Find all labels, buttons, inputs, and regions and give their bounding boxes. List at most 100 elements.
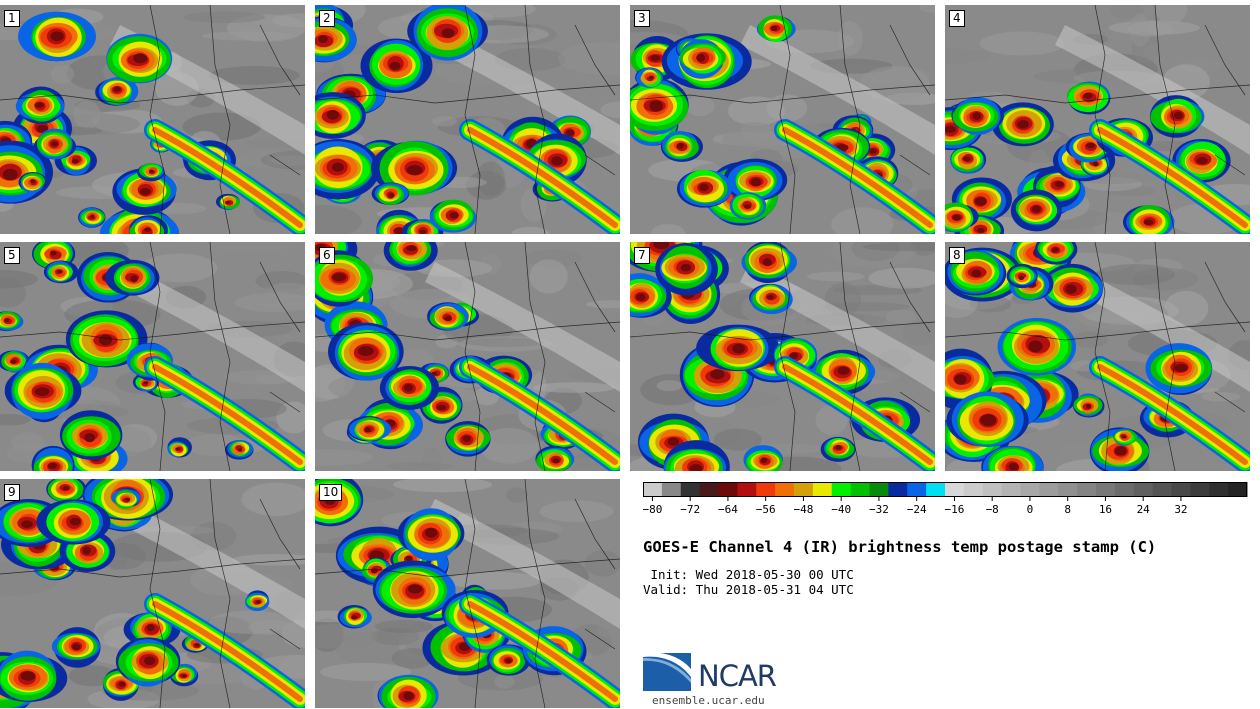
colorbar-tick-label: −40 xyxy=(831,503,851,516)
convective-cell xyxy=(34,102,44,108)
convective-cell xyxy=(462,435,471,443)
panel-label: 1 xyxy=(4,10,20,27)
convective-cell xyxy=(406,245,417,252)
convective-cell xyxy=(1121,435,1127,439)
temperature-colorbar: −80 −72 −64 −56 −48 −40 −32 −24 −16 −8 0 8 16 24 32 xyxy=(643,482,1248,516)
cloud-texture xyxy=(234,292,305,313)
cloud-texture xyxy=(584,550,620,577)
convective-cell xyxy=(1086,403,1092,409)
convective-cell xyxy=(1114,446,1127,456)
border-line xyxy=(945,321,1250,341)
border-line xyxy=(0,321,305,341)
cloud-texture xyxy=(315,623,378,649)
border-line xyxy=(574,498,616,650)
convective-cell xyxy=(1054,181,1064,188)
border-line xyxy=(209,242,231,471)
convective-cell xyxy=(954,374,967,385)
border-line xyxy=(149,242,166,471)
cloud-texture xyxy=(558,41,620,76)
convective-cell xyxy=(1031,205,1041,213)
cloud-texture xyxy=(209,65,300,85)
convective-cell xyxy=(770,25,778,32)
ir-map xyxy=(0,242,305,471)
cloud-texture xyxy=(1071,331,1108,348)
border-line xyxy=(315,84,620,104)
cloud-texture xyxy=(73,100,101,129)
colorbar-tick-label: −64 xyxy=(718,503,738,516)
convective-cell xyxy=(869,148,877,154)
convective-cell xyxy=(133,53,148,64)
colorbar-swatch xyxy=(1152,482,1172,497)
convective-cell xyxy=(952,214,961,221)
cloud-texture xyxy=(885,309,916,325)
convective-cell xyxy=(1196,157,1208,165)
colorbar-swatch xyxy=(945,482,965,497)
convective-cell xyxy=(84,433,96,443)
border-line xyxy=(574,261,616,413)
cloud-texture xyxy=(919,5,935,13)
stamp-panel-7: 7 xyxy=(630,242,935,471)
colorbar-tick-label: −8 xyxy=(986,503,999,516)
colorbar-swatch xyxy=(794,482,814,497)
colorbar-swatch xyxy=(1096,482,1116,497)
ir-map xyxy=(630,242,935,471)
convective-cell xyxy=(837,366,850,375)
frontal-cloud-band xyxy=(1097,364,1248,465)
ir-map xyxy=(630,5,935,234)
colorbar-swatch xyxy=(1114,482,1135,497)
cloud-texture xyxy=(685,96,715,116)
convective-cell xyxy=(441,28,455,39)
convective-cell xyxy=(1086,142,1095,149)
colorbar-swatch xyxy=(756,482,776,497)
cloud-texture xyxy=(529,259,568,294)
moisture-band xyxy=(740,25,935,155)
cloud-texture xyxy=(844,227,872,234)
convective-cell xyxy=(835,445,842,450)
convective-cell xyxy=(175,447,180,451)
convective-cell xyxy=(653,242,670,250)
panel-label: 6 xyxy=(319,247,335,264)
cloud-texture xyxy=(494,47,566,71)
cloud-texture xyxy=(431,116,458,127)
moisture-band xyxy=(425,499,620,629)
convective-cell xyxy=(760,457,768,463)
cloud-texture xyxy=(506,487,528,503)
convective-cell xyxy=(732,343,746,354)
colorbar-swatch xyxy=(982,482,1003,497)
colorbar-swatch xyxy=(831,482,852,497)
frontal-cloud-band xyxy=(467,601,618,702)
cloud-texture xyxy=(533,382,616,393)
convective-cell xyxy=(69,517,81,526)
frontal-cloud-band xyxy=(467,127,618,228)
panel-label: 10 xyxy=(319,484,343,501)
cloud-texture xyxy=(315,448,373,466)
convective-cell xyxy=(405,555,413,562)
convective-cell xyxy=(30,179,36,184)
cloud-texture xyxy=(260,150,305,170)
stamp-panel-8: 8 xyxy=(945,242,1250,471)
convective-cell xyxy=(419,229,427,234)
cloud-texture xyxy=(868,267,935,289)
cloud-texture xyxy=(476,161,505,196)
cloud-texture xyxy=(1127,21,1173,37)
convective-cell xyxy=(34,387,50,396)
convective-cell xyxy=(144,656,156,666)
cloud-texture xyxy=(600,101,620,118)
border-line xyxy=(149,5,166,234)
stamp-panel-10: 10 xyxy=(315,479,620,708)
colorbar-swatch xyxy=(643,482,663,497)
convective-cell xyxy=(762,258,772,267)
colorbar-tick-label: 32 xyxy=(1174,503,1187,516)
colorbar-swatch xyxy=(680,482,701,497)
cloud-texture xyxy=(806,271,865,282)
border-line xyxy=(315,321,620,341)
border-line xyxy=(1204,24,1246,176)
figure-title: GOES-E Channel 4 (IR) brightness temp po… xyxy=(643,538,1157,556)
convective-cell xyxy=(650,54,661,62)
border-line xyxy=(1204,261,1246,413)
stamp-panel-2: 2 xyxy=(315,5,620,234)
convective-cell xyxy=(238,448,243,452)
colorbar-swatch xyxy=(850,482,870,497)
convective-cell xyxy=(130,275,138,283)
border-line xyxy=(1094,242,1111,471)
